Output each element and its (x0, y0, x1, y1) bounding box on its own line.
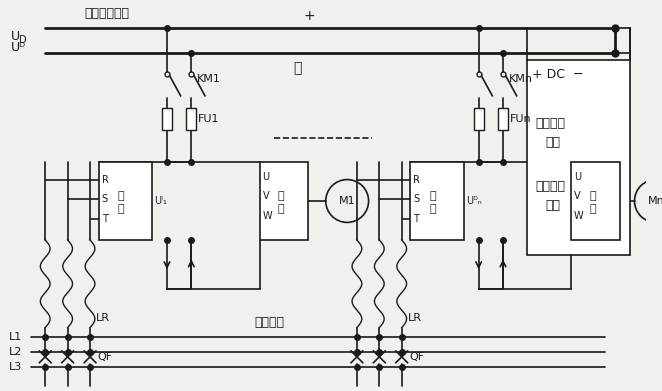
Text: +: + (303, 9, 315, 23)
Text: QF: QF (410, 352, 424, 362)
Text: 公共制动: 公共制动 (535, 117, 565, 129)
Text: + DC  −: + DC − (532, 68, 584, 81)
Text: QF: QF (98, 352, 113, 362)
Text: Mn: Mn (647, 196, 662, 206)
Text: KM1: KM1 (197, 74, 221, 84)
Text: L2: L2 (9, 347, 23, 357)
Bar (260, 162, 308, 240)
Text: U: U (262, 172, 269, 182)
Bar (571, 162, 620, 240)
Text: 单元: 单元 (545, 136, 560, 149)
Text: T: T (413, 213, 419, 224)
Text: 变: 变 (277, 204, 284, 214)
Text: V: V (262, 191, 269, 201)
Text: 三相进线: 三相进线 (255, 316, 285, 329)
Bar (474, 108, 483, 130)
Text: 流: 流 (117, 204, 124, 214)
Bar (528, 60, 630, 255)
Text: W: W (574, 211, 584, 221)
Text: FUn: FUn (510, 114, 532, 124)
Text: 整: 整 (117, 191, 124, 201)
Text: 流: 流 (429, 204, 436, 214)
Text: －: － (293, 61, 302, 75)
Text: S: S (413, 194, 420, 204)
Bar (410, 162, 464, 240)
Text: L3: L3 (9, 362, 23, 371)
Bar (162, 108, 172, 130)
Text: Uᴰ: Uᴰ (11, 41, 26, 54)
Text: LR: LR (96, 313, 110, 323)
Bar (498, 108, 508, 130)
Text: U: U (11, 30, 21, 43)
Text: T: T (102, 213, 108, 224)
Text: M1: M1 (339, 196, 355, 206)
Text: U: U (574, 172, 581, 182)
Text: FU1: FU1 (198, 114, 220, 124)
Text: V: V (574, 191, 581, 201)
Text: 逆: 逆 (589, 191, 596, 201)
Text: 共用直流母线: 共用直流母线 (84, 7, 129, 20)
Bar (187, 108, 196, 130)
Text: 逆: 逆 (277, 191, 284, 201)
Text: Uⁱ₁: Uⁱ₁ (154, 196, 167, 206)
Bar (99, 162, 152, 240)
Text: W: W (262, 211, 272, 221)
Text: KMn: KMn (509, 74, 533, 84)
Text: 能量回馈: 能量回馈 (535, 180, 565, 193)
Text: L1: L1 (9, 332, 23, 343)
Text: 装置: 装置 (545, 199, 560, 212)
Text: R: R (413, 174, 420, 185)
Text: S: S (102, 194, 108, 204)
Text: 变: 变 (589, 204, 596, 214)
Text: LR: LR (408, 313, 422, 323)
Text: D: D (19, 36, 26, 45)
Text: 整: 整 (429, 191, 436, 201)
Text: Uᴰₙ: Uᴰₙ (466, 196, 482, 206)
Text: R: R (102, 174, 109, 185)
